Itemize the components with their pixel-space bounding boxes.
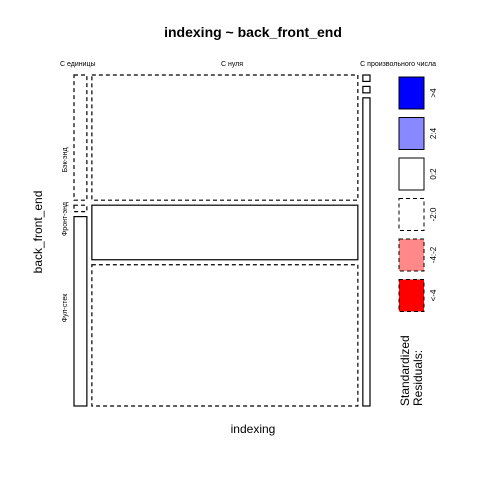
y-category-label: Фул-стек (62, 293, 69, 323)
legend-swatch (398, 238, 425, 272)
legend-label: 2:4 (429, 127, 438, 139)
x-category-label: С нуля (221, 61, 243, 68)
mosaic-cells (73, 74, 371, 407)
mosaic-cell (73, 216, 88, 407)
legend-swatch (398, 76, 425, 110)
mosaic-cell (73, 74, 88, 201)
mosaic-cell (91, 204, 359, 261)
legend-title-line1: Standardized (398, 335, 412, 406)
mosaic-cell (362, 74, 371, 83)
mosaic-cell (362, 97, 371, 407)
legend-label: >4 (429, 88, 438, 98)
mosaic-cell (91, 264, 359, 407)
legend-label: 0:2 (429, 168, 438, 180)
legend-title-line2: Residuals: (411, 350, 425, 406)
x-axis-label: indexing (231, 422, 276, 436)
y-category-label: Фронт-энд (62, 202, 69, 236)
legend: >4 2:4 0:2 -2:0 -4:-2 <-4 (398, 76, 438, 312)
y-category-label: Бэк-энд (62, 147, 69, 172)
chart-title: indexing ~ back_front_end (164, 24, 342, 40)
category-labels: С единицы С нуля С произвольного числа Бэк-… (60, 61, 436, 322)
legend-swatch (398, 117, 425, 150)
y-axis-label: back_front_end (31, 191, 45, 274)
x-category-label: С произвольного числа (360, 61, 436, 68)
x-category-label: С единицы (60, 61, 96, 68)
mosaic-cell (362, 85, 371, 94)
legend-label: <-4 (429, 289, 438, 301)
mosaic-cell (73, 204, 88, 213)
mosaic-cell (91, 74, 359, 201)
legend-label: -2:0 (429, 207, 438, 221)
legend-swatch (398, 198, 425, 231)
legend-swatch (398, 157, 425, 191)
legend-swatch (398, 279, 425, 312)
legend-label: -4:-2 (429, 246, 438, 263)
